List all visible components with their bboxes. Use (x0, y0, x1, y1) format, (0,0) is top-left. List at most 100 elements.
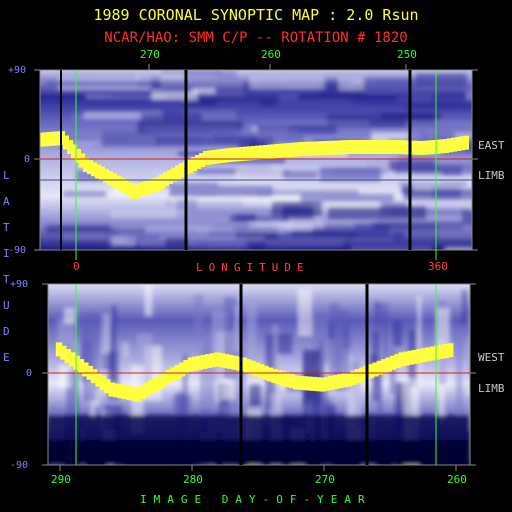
yellow-band-segment (310, 376, 318, 391)
yellow-band-segment (319, 141, 325, 156)
longitude-axis-label: LONGITUDE (196, 261, 310, 274)
yellow-band-segment (385, 357, 392, 372)
yellow-band-segment (196, 355, 203, 370)
yellow-band-segment (247, 146, 253, 161)
yellow-band-segment (291, 142, 297, 157)
yellow-band-segment (341, 373, 348, 388)
yellow-band-segment (191, 157, 197, 171)
yellow-band-segment (399, 140, 405, 155)
yellow-band-segment (243, 146, 249, 161)
yellow-band-segment (411, 349, 419, 364)
yellow-band-segment (443, 139, 449, 153)
yellow-band-segment (99, 375, 107, 390)
yellow-band-segment (367, 140, 373, 154)
yellow-band-segment (199, 153, 205, 167)
yellow-band-segment (301, 376, 309, 391)
yellow-band-segment (55, 342, 63, 357)
yellow-band-segment (319, 377, 326, 392)
yellow-band-segment (295, 142, 301, 157)
yellow-band-segment (354, 369, 362, 384)
top-ticks (34, 64, 478, 251)
bottom-panel-image (48, 284, 470, 465)
top-y-tick-label: +90 (8, 65, 27, 76)
yellow-band-segment (423, 140, 429, 155)
chart-title: 1989 CORONAL SYNOPTIC MAP : 2.0 Rsun (93, 6, 419, 24)
top-y-tick-label: 0 (24, 154, 31, 165)
yellow-band-segment (415, 140, 421, 155)
yellow-band-segment (75, 149, 81, 163)
yellow-band-segment (67, 140, 73, 154)
yellow-band-segment (327, 140, 333, 155)
yellow-band-segment (299, 142, 305, 156)
latitude-letter: T (3, 273, 10, 286)
yellow-band-segment (283, 143, 289, 158)
yellow-band-segment (231, 355, 239, 370)
day-tick-label: 290 (51, 473, 71, 486)
yellow-band-segment (167, 170, 173, 184)
yellow-band-segment (363, 140, 369, 154)
latitude-letter: L (3, 169, 10, 182)
yellow-band-segment (115, 175, 121, 190)
yellow-band-segment (131, 185, 137, 199)
yellow-band-segment (104, 379, 111, 394)
yellow-band-segment (263, 145, 269, 159)
top-y-tick-label: -90 (8, 245, 27, 256)
yellow-band-segment (215, 149, 221, 164)
yellow-band-segment (223, 148, 229, 163)
yellow-band-segment (214, 352, 221, 367)
latitude-letter: D (3, 325, 10, 338)
limb-label-bottom: LIMB (478, 382, 505, 395)
west-label: WEST (478, 351, 505, 364)
yellow-band-segment (222, 354, 230, 369)
yellow-band-segment (95, 164, 101, 179)
latitude-letter: U (3, 299, 10, 312)
yellow-band-segment (231, 147, 237, 162)
top-tick-label: 250 (397, 48, 417, 61)
yellow-band-segment (275, 144, 281, 158)
yellow-band-segment (249, 360, 256, 375)
yellow-band-segment (407, 350, 414, 365)
yellow-band-segment (163, 172, 169, 187)
yellow-band-segment (156, 375, 164, 390)
yellow-band-segment (83, 158, 89, 172)
yellow-band-segment (339, 140, 345, 155)
yellow-band-segment (255, 145, 261, 160)
yellow-band-segment (203, 151, 209, 165)
yellow-band-segment (323, 141, 329, 155)
yellow-band-segment (147, 179, 153, 194)
yellow-band-segment (279, 143, 285, 158)
yellow-band-segment (359, 367, 366, 382)
yellow-band-segment (151, 178, 157, 193)
yellow-band-segment (195, 155, 201, 169)
yellow-band-segment (71, 144, 77, 159)
yellow-band-segment (126, 385, 133, 400)
yellow-band-segment (266, 367, 274, 382)
yellow-band-segment (411, 140, 417, 155)
east-label: EAST (478, 139, 505, 152)
yellow-band-segment (143, 181, 149, 195)
yellow-band-segment (355, 140, 361, 154)
yellow-band-segment (387, 140, 393, 154)
yellow-band-segment (108, 382, 115, 397)
yellow-band-segment (60, 345, 67, 360)
yellow-band-segment (376, 360, 384, 375)
yellow-band-segment (419, 141, 425, 155)
yellow-band-segment (447, 138, 453, 153)
yellow-band-segment (451, 137, 457, 152)
yellow-band-segment (68, 352, 76, 367)
yellow-band-segment (332, 375, 340, 390)
yellow-band-segment (134, 387, 142, 402)
yellow-band-segment (459, 136, 465, 151)
yellow-band-segment (345, 372, 353, 387)
yellow-band-segment (343, 140, 349, 155)
yellow-band-segment (73, 355, 80, 370)
yellow-band-segment (159, 174, 165, 189)
yellow-band-segment (240, 357, 247, 372)
yellow-band-segment (315, 377, 322, 392)
yellow-band-segment (135, 183, 141, 198)
yellow-band-segment (183, 359, 190, 374)
bottom-y-tick-label: -90 (10, 460, 29, 471)
yellow-band-segment (218, 353, 225, 368)
yellow-band-segment (47, 132, 53, 146)
